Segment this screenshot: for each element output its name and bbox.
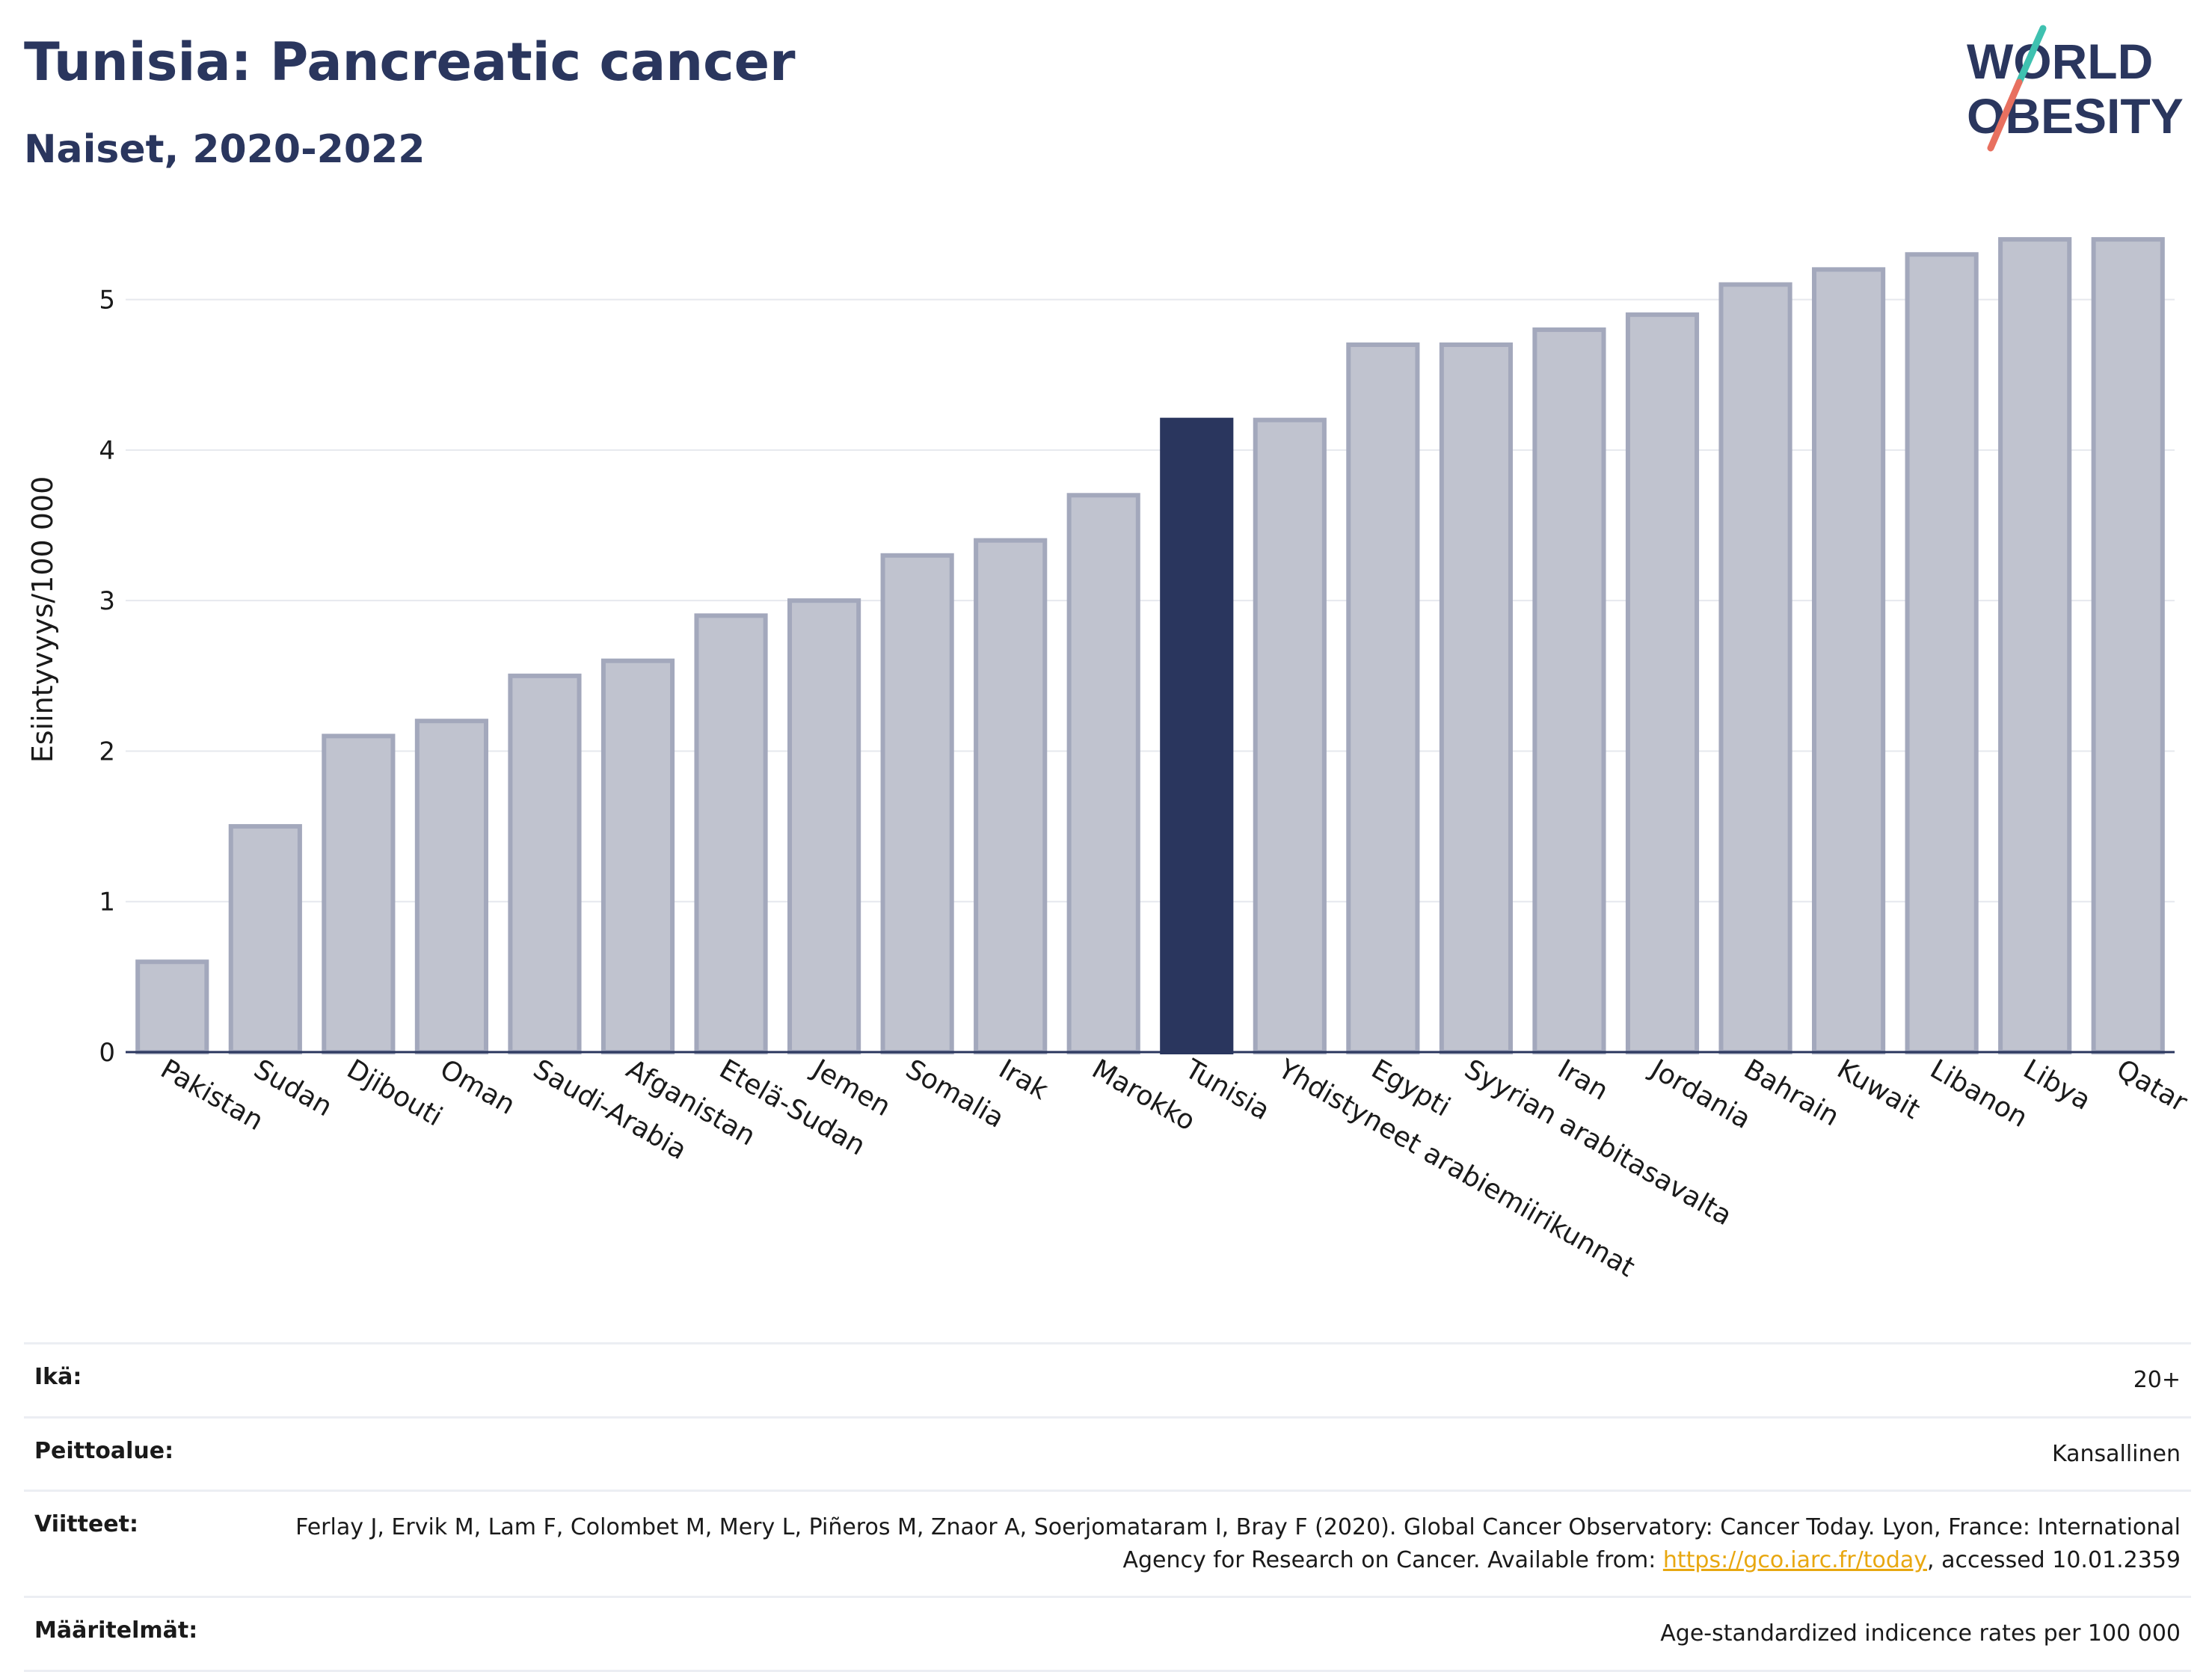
metadata-table: Ikä: 20+ Peittoalue: Kansallinen Viittee… [24, 1342, 2191, 1672]
bar-jordania [1625, 312, 1700, 1055]
x-tick-label: Marokko [1087, 1054, 1200, 1137]
bar-djibouti [322, 734, 396, 1054]
x-tick-label: Somalia [900, 1054, 1009, 1134]
x-tick-label: Oman [434, 1054, 520, 1121]
bar-etel-sudan [694, 613, 768, 1054]
bar-saudi-arabia [508, 673, 582, 1054]
logo-line1: WORLD [1967, 34, 2153, 89]
meta-key: Peittoalue: [34, 1437, 174, 1464]
bar-yhdistyneet-arabiemiirikunnat [1253, 417, 1327, 1054]
logo-slash-bottom [1987, 79, 2023, 152]
x-tick-label: Iran [1552, 1054, 1613, 1107]
x-tick-label: Saudi-Arabia [528, 1054, 692, 1166]
reference-accessed: , accessed 10.01.2359 [1927, 1546, 2181, 1573]
meta-row-references: Viitteet: Ferlay J, Ervik M, Lam F, Colo… [24, 1490, 2191, 1597]
bar-pakistan [135, 959, 209, 1054]
bar-syyrian-arabitasavalta [1439, 342, 1513, 1054]
chart-title: Tunisia: Pancreatic cancer [24, 31, 796, 93]
bar-qatar [2091, 237, 2165, 1054]
meta-row-age: Ikä: 20+ [24, 1343, 2191, 1418]
meta-key: Ikä: [34, 1364, 82, 1390]
y-tick-label: 5 [99, 286, 115, 316]
x-tick-label: Irak [994, 1054, 1054, 1106]
meta-row-definitions: Määritelmät: Age-standardized indicence … [24, 1596, 2191, 1671]
bar-oman [414, 719, 488, 1054]
world-obesity-logo: WORLD OBESITY [1967, 25, 2184, 152]
bar-jemen [787, 598, 861, 1054]
reference-link[interactable]: https://gco.iarc.fr/today [1662, 1546, 1928, 1573]
meta-key: Määritelmät: [34, 1617, 198, 1644]
y-tick-label: 4 [99, 436, 115, 466]
bar-sudan [228, 824, 302, 1055]
bar-libanon [1905, 252, 1979, 1055]
bar-tunisia [1160, 417, 1234, 1054]
y-axis-label: Esiintyvyys/100 000 [26, 476, 59, 763]
bar-bahrain [1718, 282, 1792, 1055]
x-tick-label: Qatar [2111, 1054, 2192, 1118]
bar-marokko [1066, 493, 1140, 1054]
bar-kuwait [1812, 267, 1886, 1054]
meta-value: Ferlay J, Ervik M, Lam F, Colombet M, Me… [239, 1491, 2191, 1597]
meta-row-coverage: Peittoalue: Kansallinen [24, 1417, 2191, 1491]
bar-afganistan [600, 658, 675, 1054]
bar-egypti [1346, 342, 1420, 1054]
meta-value: Kansallinen [2051, 1440, 2181, 1467]
bar-libya [1998, 237, 2072, 1054]
x-tick-label: Jordania [1644, 1053, 1756, 1135]
y-tick-label: 1 [99, 888, 115, 918]
y-tick-label: 2 [99, 737, 115, 766]
reference-text: Ferlay J, Ervik M, Lam F, Colombet M, Me… [295, 1514, 2181, 1573]
y-tick-label: 0 [99, 1038, 115, 1068]
meta-key: Viitteet: [34, 1511, 138, 1537]
bar-iran [1532, 327, 1606, 1054]
x-tick-label: Kuwait [1832, 1054, 1926, 1125]
x-tick-label: Djibouti [342, 1054, 447, 1132]
y-tick-label: 3 [99, 586, 115, 616]
x-tick-label: Libanon [1925, 1054, 2033, 1134]
bar-somalia [880, 553, 954, 1054]
logo-slash-top [2015, 25, 2047, 86]
chart-subtitle: Naiset, 2020-2022 [24, 127, 425, 172]
x-tick-label: Pakistan [156, 1054, 268, 1137]
meta-value: 20+ [2133, 1367, 2181, 1393]
meta-value: Age-standardized indicence rates per 100… [1660, 1620, 2181, 1647]
x-tick-label: Bahrain [1739, 1054, 1844, 1132]
bar-irak [974, 538, 1048, 1054]
